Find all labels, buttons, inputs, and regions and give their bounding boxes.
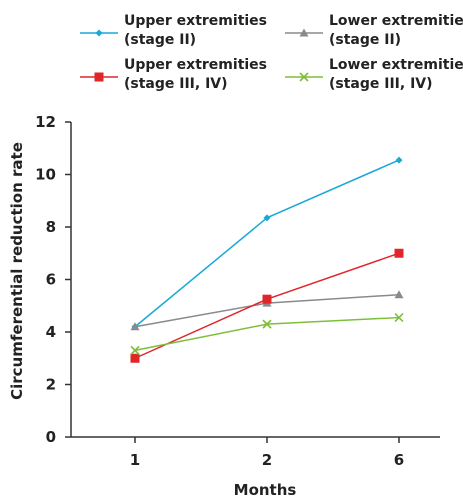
triangle-marker [299,28,309,37]
x-marker-stroke [394,312,404,323]
legend-label: (stage III, IV) [329,76,433,92]
y-ticks: 0 2 4 6 8 10 12 [35,113,71,446]
square-marker [394,248,404,258]
series-3 [130,248,404,363]
x-marker [130,345,140,355]
diamond-marker [95,29,103,37]
y-tick-label: 0 [46,428,56,446]
x-marker-stroke [130,345,140,355]
legend-label: (stage II) [124,32,196,48]
y-tick-label: 2 [46,376,56,394]
y-axis-label: Circumferential reduction rate [8,142,26,400]
legend-label: (stage II) [329,32,401,48]
y-tick-label: 10 [35,166,56,184]
y-tick-label: 12 [35,113,56,131]
diamond-marker [263,214,271,222]
triangle-marker [394,290,404,299]
legend-item-2: Lower extremities (stage II) [285,13,463,48]
diamond-marker [395,156,403,164]
y-tick-label: 6 [46,271,56,289]
y-tick-label: 4 [46,323,56,341]
triangle-marker [130,322,140,331]
legend-item-4: Lower extremities (stage III, IV) [285,57,463,92]
legend-item-1: Upper extremities (stage II) [80,13,267,48]
x-marker [299,72,309,82]
x-ticks: 1 2 6 [130,437,404,469]
x-tick-label: 1 [130,451,140,469]
x-tick-label: 6 [394,451,404,469]
square-marker [130,353,140,363]
x-marker [394,312,404,323]
legend-item-3: Upper extremities (stage III, IV) [80,57,267,92]
series-lines [130,156,404,363]
x-marker [262,319,272,329]
square-marker [94,72,104,82]
series-line [134,316,400,352]
legend-label: (stage III, IV) [124,76,228,92]
legend: Upper extremities(stage II)Lower extremi… [80,13,463,92]
series-4 [130,312,404,355]
x-marker-stroke [299,72,309,82]
x-tick-label: 2 [262,451,272,469]
square-marker [262,294,272,304]
x-marker-stroke [262,319,272,329]
legend-label: Lower extremities [329,13,463,29]
x-axis-label: Months [234,481,297,499]
legend-label: Lower extremities [329,57,463,73]
y-tick-label: 8 [46,218,56,236]
legend-label: Upper extremities [124,13,267,29]
legend-label: Upper extremities [124,57,267,73]
